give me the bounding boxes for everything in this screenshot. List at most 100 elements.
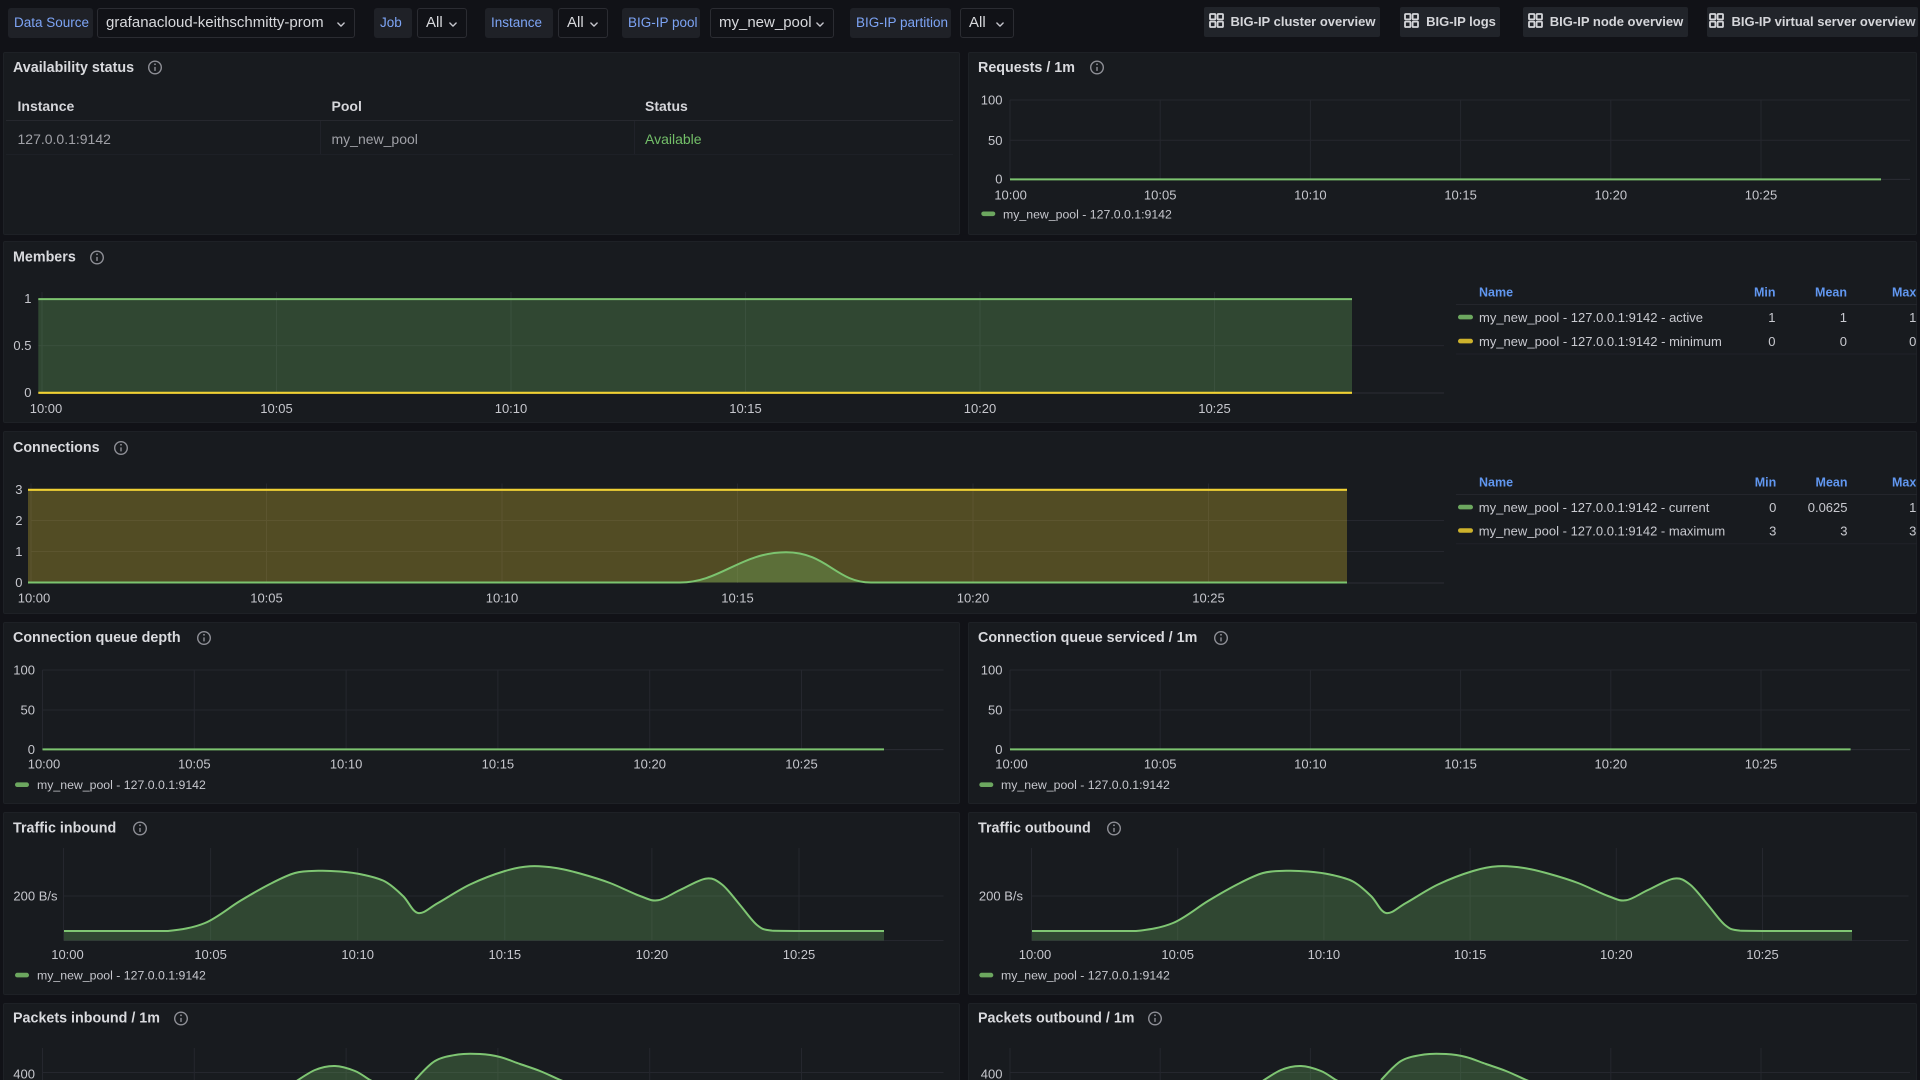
svg-text:10:10: 10:10 [1294,756,1327,771]
svg-text:10:05: 10:05 [1161,947,1194,962]
svg-text:10:20: 10:20 [1595,756,1628,771]
svg-text:10:15: 10:15 [1454,947,1487,962]
svg-text:400: 400 [981,1067,1003,1080]
svg-text:0: 0 [1768,334,1775,349]
svg-text:10:05: 10:05 [178,756,211,771]
svg-text:0: 0 [1769,500,1776,515]
svg-text:400: 400 [13,1067,35,1080]
svg-text:3: 3 [1769,524,1776,539]
svg-text:10:15: 10:15 [729,401,762,416]
svg-text:1: 1 [1840,310,1847,325]
svg-text:Min: Min [1754,286,1776,300]
svg-text:127.0.0.1:9142: 127.0.0.1:9142 [18,131,112,147]
svg-text:1: 1 [1768,310,1775,325]
svg-text:my_new_pool - 127.0.0.1:9142: my_new_pool - 127.0.0.1:9142 [1001,778,1170,792]
svg-text:Pool: Pool [332,98,362,114]
svg-text:50: 50 [21,703,35,718]
svg-text:0: 0 [995,171,1002,186]
svg-text:10:20: 10:20 [1595,187,1628,202]
svg-text:10:25: 10:25 [1745,756,1778,771]
svg-text:Members: Members [13,250,76,266]
svg-text:10:25: 10:25 [1746,947,1779,962]
svg-text:10:20: 10:20 [636,947,669,962]
svg-text:2: 2 [15,513,22,528]
svg-text:my_new_pool - 127.0.0.1:9142 -: my_new_pool - 127.0.0.1:9142 - maximum [1479,524,1725,539]
svg-text:0: 0 [28,742,35,757]
svg-text:my_new_pool - 127.0.0.1:9142 -: my_new_pool - 127.0.0.1:9142 - active [1479,310,1703,325]
svg-text:10:25: 10:25 [783,947,816,962]
svg-text:Requests / 1m: Requests / 1m [978,60,1075,76]
svg-text:Name: Name [1479,476,1513,490]
svg-text:10:00: 10:00 [30,401,63,416]
svg-text:10:15: 10:15 [721,591,754,606]
svg-text:Availability status: Availability status [13,60,134,76]
svg-text:0.5: 0.5 [13,338,31,353]
svg-text:my_new_pool - 127.0.0.1:9142: my_new_pool - 127.0.0.1:9142 [37,969,206,983]
svg-text:10:05: 10:05 [194,947,227,962]
svg-text:Max: Max [1892,286,1916,300]
svg-text:10:10: 10:10 [495,401,528,416]
svg-text:Status: Status [645,98,688,114]
svg-text:10:15: 10:15 [482,756,515,771]
svg-text:Min: Min [1755,476,1777,490]
svg-text:1: 1 [24,291,31,306]
svg-text:200 B/s: 200 B/s [13,889,58,904]
svg-text:10:05: 10:05 [260,401,293,416]
svg-text:10:10: 10:10 [1294,187,1327,202]
svg-text:100: 100 [981,93,1003,108]
svg-text:10:10: 10:10 [1308,947,1341,962]
svg-text:my_new_pool - 127.0.0.1:9142: my_new_pool - 127.0.0.1:9142 [1003,207,1172,221]
svg-text:3: 3 [1840,524,1847,539]
svg-text:10:20: 10:20 [633,756,666,771]
svg-text:3: 3 [1909,524,1916,539]
svg-text:my_new_pool - 127.0.0.1:9142: my_new_pool - 127.0.0.1:9142 [1001,969,1170,983]
svg-text:10:05: 10:05 [250,591,283,606]
svg-text:my_new_pool: my_new_pool [332,131,418,147]
svg-text:100: 100 [981,663,1003,678]
svg-text:Mean: Mean [1815,286,1847,300]
svg-text:Name: Name [1479,286,1513,300]
svg-text:10:10: 10:10 [330,756,363,771]
svg-text:10:00: 10:00 [51,947,84,962]
svg-text:10:15: 10:15 [1444,756,1477,771]
svg-text:50: 50 [988,133,1002,148]
svg-text:0.0625: 0.0625 [1808,500,1848,515]
svg-text:10:20: 10:20 [957,591,990,606]
svg-text:10:10: 10:10 [486,591,519,606]
svg-text:10:20: 10:20 [964,401,997,416]
svg-text:Connection queue serviced / 1m: Connection queue serviced / 1m [978,630,1197,646]
svg-text:Connections: Connections [13,440,100,456]
svg-text:Available: Available [645,131,702,147]
svg-text:10:00: 10:00 [28,756,61,771]
svg-text:my_new_pool - 127.0.0.1:9142: my_new_pool - 127.0.0.1:9142 [37,778,206,792]
svg-text:10:25: 10:25 [1745,187,1778,202]
svg-text:10:15: 10:15 [1444,187,1477,202]
svg-text:1: 1 [1909,310,1916,325]
svg-text:Mean: Mean [1816,476,1848,490]
svg-text:0: 0 [1909,334,1916,349]
svg-text:10:00: 10:00 [994,187,1027,202]
svg-text:0: 0 [1840,334,1847,349]
svg-text:10:20: 10:20 [1600,947,1633,962]
svg-text:10:25: 10:25 [785,756,818,771]
svg-text:0: 0 [995,742,1002,757]
svg-text:10:10: 10:10 [341,947,374,962]
svg-text:Packets outbound / 1m: Packets outbound / 1m [978,1011,1135,1027]
svg-text:10:05: 10:05 [1144,756,1177,771]
svg-text:10:15: 10:15 [489,947,522,962]
svg-text:Traffic outbound: Traffic outbound [978,821,1091,837]
svg-text:50: 50 [988,703,1002,718]
svg-text:1: 1 [1909,500,1916,515]
svg-text:10:05: 10:05 [1144,187,1177,202]
svg-text:10:00: 10:00 [1019,947,1052,962]
svg-text:10:00: 10:00 [995,756,1028,771]
svg-text:Traffic inbound: Traffic inbound [13,821,116,837]
svg-text:100: 100 [13,663,35,678]
svg-text:0: 0 [24,385,31,400]
svg-text:3: 3 [15,482,22,497]
svg-text:Connection queue depth: Connection queue depth [13,630,181,646]
svg-text:0: 0 [15,575,22,590]
svg-text:1: 1 [15,544,22,559]
svg-text:Max: Max [1892,476,1916,490]
svg-text:my_new_pool - 127.0.0.1:9142 -: my_new_pool - 127.0.0.1:9142 - minimum [1479,334,1722,349]
